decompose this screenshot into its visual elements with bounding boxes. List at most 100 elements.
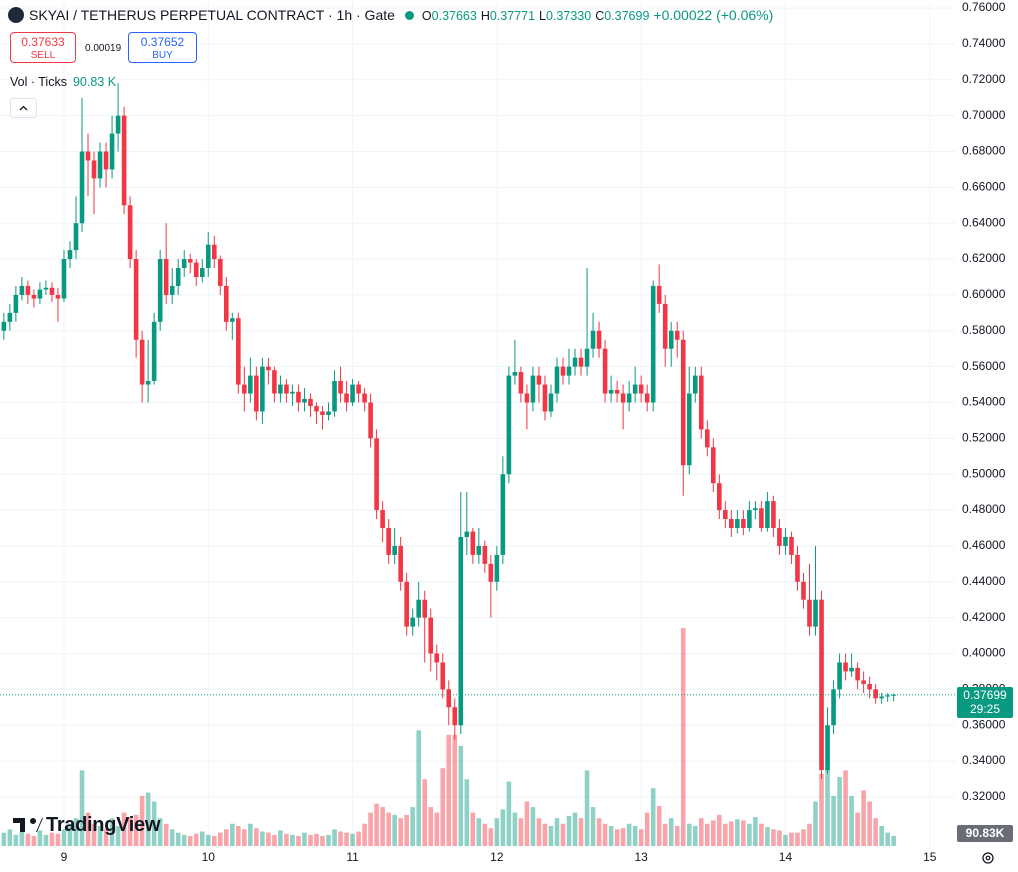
chart-title[interactable]: SKYAI / TETHERUS PERPETUAL CONTRACT · 1h… bbox=[29, 7, 395, 23]
volume-bar bbox=[704, 823, 710, 846]
candle-body bbox=[242, 384, 247, 394]
candle-body bbox=[638, 384, 644, 394]
sell-button[interactable]: 0.37633 SELL bbox=[10, 32, 76, 63]
volume-bar bbox=[380, 807, 385, 846]
volume-bar bbox=[747, 823, 752, 846]
last-price: 0.37699 bbox=[963, 687, 1007, 702]
volume-bar bbox=[242, 829, 247, 846]
y-tick-label: 0.54000 bbox=[962, 395, 1006, 409]
volume-bar bbox=[290, 834, 295, 846]
candle-body bbox=[446, 689, 452, 708]
settings-icon[interactable] bbox=[979, 849, 997, 867]
status-dot bbox=[404, 10, 414, 20]
volume-name: Vol · Ticks bbox=[10, 75, 67, 89]
volume-bar bbox=[470, 812, 476, 846]
volume-bar bbox=[187, 835, 193, 846]
volume-bar bbox=[79, 770, 85, 846]
volume-bar bbox=[614, 829, 620, 846]
candle-body bbox=[783, 536, 788, 546]
candle-body bbox=[332, 380, 337, 412]
volume-bar bbox=[668, 818, 674, 846]
candle-body bbox=[801, 581, 806, 600]
candle-body bbox=[518, 372, 524, 394]
candle-body bbox=[644, 393, 650, 403]
volume-bar bbox=[266, 832, 271, 846]
volume-bar bbox=[626, 823, 632, 846]
candle-body bbox=[380, 510, 385, 529]
candle-body bbox=[67, 250, 73, 260]
candle-body bbox=[422, 599, 428, 618]
candle-body bbox=[741, 519, 746, 529]
candle-body bbox=[13, 294, 19, 313]
volume-bar bbox=[644, 812, 650, 846]
volume-bar bbox=[578, 818, 584, 846]
candle-body bbox=[476, 545, 482, 555]
candle-body bbox=[879, 696, 884, 699]
candle-body bbox=[656, 285, 662, 304]
volume-bar bbox=[765, 827, 770, 846]
candle-body bbox=[861, 680, 866, 684]
volume-bar bbox=[278, 830, 283, 846]
candle-body bbox=[765, 501, 770, 529]
y-tick-label: 0.40000 bbox=[962, 646, 1006, 660]
volume-bar bbox=[314, 833, 319, 846]
candle-body bbox=[674, 330, 680, 340]
candle-body bbox=[272, 370, 277, 394]
candle-body bbox=[73, 223, 79, 251]
collapse-button[interactable] bbox=[10, 98, 37, 118]
candle-body bbox=[157, 259, 163, 322]
volume-bar bbox=[97, 825, 103, 846]
candle-body bbox=[350, 384, 355, 403]
candle-body bbox=[121, 115, 127, 206]
candle-body bbox=[211, 244, 217, 260]
candle-body bbox=[524, 393, 530, 403]
y-tick-label: 0.50000 bbox=[962, 466, 1006, 480]
volume-bar bbox=[891, 835, 896, 846]
volume-bar bbox=[308, 834, 313, 846]
candle-body bbox=[55, 294, 61, 299]
volume-bar bbox=[25, 833, 31, 846]
candle-body bbox=[807, 599, 812, 627]
y-tick-label: 0.46000 bbox=[962, 538, 1006, 552]
candle-body bbox=[620, 393, 626, 403]
candle-body bbox=[500, 474, 506, 555]
volume-bar bbox=[795, 832, 800, 846]
y-tick-label: 0.44000 bbox=[962, 574, 1006, 588]
y-tick-label: 0.64000 bbox=[962, 215, 1006, 229]
volume-bar bbox=[452, 734, 458, 846]
volume-bar bbox=[320, 835, 325, 846]
candle-body bbox=[344, 393, 349, 403]
volume-bar bbox=[115, 825, 121, 846]
volume-bar bbox=[217, 832, 223, 846]
volume-bar bbox=[464, 779, 470, 846]
candle-body bbox=[723, 510, 728, 520]
candle-body bbox=[127, 205, 133, 260]
volume-bar bbox=[43, 834, 49, 846]
candle-body bbox=[488, 563, 494, 582]
candle-body bbox=[115, 115, 121, 134]
volume-bar bbox=[1, 832, 7, 846]
candle-body bbox=[614, 389, 620, 394]
candle-body bbox=[7, 312, 13, 322]
volume-bar bbox=[350, 833, 355, 846]
volume-value: 90.83 K bbox=[72, 75, 117, 89]
volume-bar bbox=[85, 812, 91, 846]
candle-body bbox=[356, 384, 361, 394]
x-tick-label: 12 bbox=[490, 850, 504, 864]
volume-bar bbox=[302, 832, 307, 846]
chevron bbox=[19, 105, 28, 111]
y-tick-label: 0.66000 bbox=[962, 180, 1006, 194]
volume-bar bbox=[837, 777, 842, 846]
buy-button[interactable]: 0.37652 BUY bbox=[128, 32, 197, 63]
volume-bar bbox=[374, 803, 379, 846]
volume-bar bbox=[362, 823, 367, 846]
volume-bar bbox=[458, 745, 464, 846]
volume-bar bbox=[326, 834, 331, 846]
candle-body bbox=[97, 151, 103, 179]
y-tick-label: 0.62000 bbox=[962, 251, 1006, 265]
volume-bar bbox=[572, 812, 578, 846]
volume-bar bbox=[590, 807, 596, 846]
volume-bar bbox=[193, 833, 199, 846]
candle-body bbox=[254, 375, 259, 412]
volume-bar bbox=[31, 835, 37, 846]
